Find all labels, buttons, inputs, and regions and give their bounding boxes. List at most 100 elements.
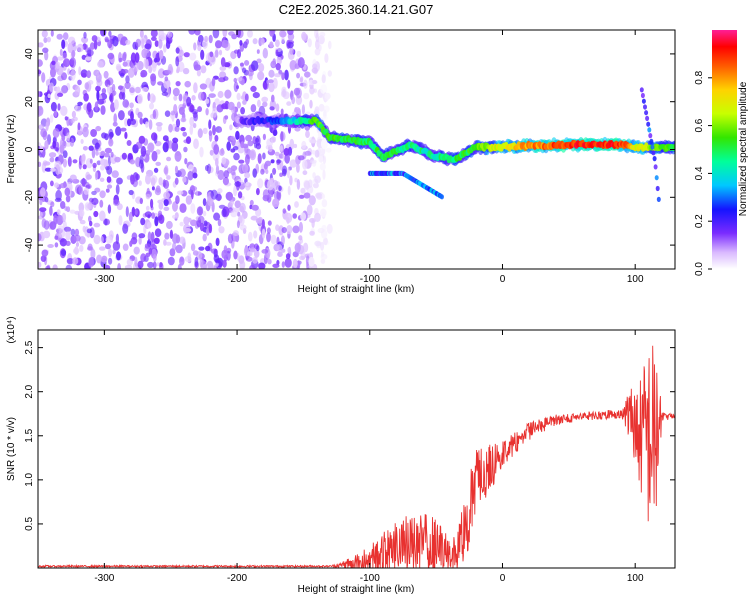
heatmap-cell bbox=[655, 185, 660, 192]
heatmap-cell bbox=[650, 144, 655, 150]
heatmap-cell bbox=[54, 242, 59, 248]
heatmap-cell bbox=[244, 154, 250, 165]
heatmap-cell bbox=[138, 233, 146, 239]
heatmap-cell bbox=[80, 154, 86, 166]
heatmap-cell bbox=[312, 182, 319, 189]
heatmap-cell bbox=[324, 53, 329, 63]
heatmap-cell bbox=[118, 57, 123, 63]
heatmap-cell bbox=[157, 68, 165, 79]
heatmap-cell bbox=[281, 227, 287, 234]
heatmap-cell bbox=[202, 210, 207, 217]
snr-x-tick-label: 100 bbox=[627, 573, 644, 584]
heatmap-cell bbox=[257, 216, 264, 226]
heatmap-cell bbox=[153, 237, 160, 244]
heatmap-cell bbox=[166, 220, 173, 230]
heatmap-cell bbox=[56, 209, 61, 216]
heatmap-cell bbox=[301, 31, 307, 41]
snr-panel: -300 -200 -100 0 100 0.5 1.0 1.5 2.0 2.5 Height … bbox=[6, 316, 676, 595]
heatmap-cell bbox=[275, 49, 279, 57]
heatmap-cell bbox=[221, 39, 229, 49]
heatmap-cell bbox=[50, 30, 54, 37]
heatmap-cell bbox=[118, 91, 124, 100]
heatmap-cell bbox=[55, 61, 61, 69]
heatmap-cell bbox=[192, 122, 197, 129]
heatmap-cell bbox=[277, 251, 283, 257]
heatmap-cell bbox=[119, 39, 123, 45]
heatmap-cell bbox=[163, 191, 171, 200]
heatmap-cell bbox=[208, 223, 213, 234]
heatmap-cell bbox=[144, 43, 152, 50]
heatmap-cell bbox=[150, 73, 157, 82]
heatmap-cell bbox=[49, 114, 54, 123]
heatmap-cell bbox=[67, 36, 76, 45]
spectrogram-noise-layer bbox=[38, 30, 333, 269]
snr-x-axis: -300 -200 -100 0 100 bbox=[94, 330, 644, 584]
heatmap-cell bbox=[189, 124, 194, 135]
heatmap-cell bbox=[217, 169, 225, 181]
heatmap-cell bbox=[224, 115, 229, 120]
heatmap-cell bbox=[246, 69, 254, 77]
heatmap-cell bbox=[77, 79, 82, 86]
heatmap-cell bbox=[170, 110, 176, 116]
heatmap-cell bbox=[198, 34, 204, 43]
heatmap-cell bbox=[322, 116, 328, 121]
heatmap-cell bbox=[275, 103, 280, 112]
heatmap-cell bbox=[113, 99, 119, 110]
heatmap-cell bbox=[151, 36, 157, 41]
heatmap-cell bbox=[138, 236, 142, 245]
heatmap-cell bbox=[164, 76, 169, 82]
heatmap-cell bbox=[303, 180, 310, 190]
heatmap-cell bbox=[163, 79, 171, 89]
heatmap-cell bbox=[208, 119, 212, 130]
heatmap-cell bbox=[286, 167, 290, 179]
heatmap-cell bbox=[86, 49, 94, 57]
heatmap-cell bbox=[152, 261, 157, 269]
heatmap-cell bbox=[218, 226, 225, 234]
heatmap-cell bbox=[652, 156, 657, 162]
heatmap-cell bbox=[233, 66, 239, 75]
heatmap-cell bbox=[67, 156, 72, 167]
heatmap-cell bbox=[305, 130, 310, 138]
heatmap-cell bbox=[282, 91, 290, 100]
heatmap-cell bbox=[77, 122, 81, 131]
heatmap-cell bbox=[298, 194, 305, 199]
heatmap-cell bbox=[182, 176, 187, 183]
heatmap-cell bbox=[163, 44, 167, 53]
heatmap-cell bbox=[249, 264, 256, 269]
heatmap-cell bbox=[96, 90, 100, 101]
heatmap-cell bbox=[193, 82, 198, 94]
heatmap-cell bbox=[161, 91, 169, 97]
heatmap-cell bbox=[287, 79, 291, 89]
heatmap-cell bbox=[258, 262, 266, 269]
heatmap-cell bbox=[316, 193, 323, 200]
heatmap-cell bbox=[135, 38, 142, 48]
heatmap-cell bbox=[311, 149, 316, 155]
heatmap-cell bbox=[187, 252, 192, 261]
heatmap-cell bbox=[174, 125, 180, 132]
heatmap-cell bbox=[314, 48, 321, 56]
heatmap-cell bbox=[127, 118, 132, 127]
heatmap-cell bbox=[113, 113, 117, 124]
heatmap-cell bbox=[244, 172, 251, 179]
heatmap-cell bbox=[199, 146, 204, 158]
heatmap-cell bbox=[233, 81, 239, 93]
heatmap-cell bbox=[204, 35, 209, 43]
heatmap-cell bbox=[212, 124, 216, 136]
heatmap-cell bbox=[318, 155, 324, 163]
heatmap-cell bbox=[309, 99, 313, 109]
heatmap-cell bbox=[285, 212, 293, 223]
heatmap-cell bbox=[190, 219, 197, 227]
heatmap-cell bbox=[266, 227, 271, 234]
heatmap-cell bbox=[163, 199, 169, 207]
heatmap-cell bbox=[125, 206, 129, 218]
heatmap-cell bbox=[66, 132, 71, 142]
heatmap-cell bbox=[175, 195, 180, 205]
heatmap-cell bbox=[130, 174, 135, 185]
heatmap-cell bbox=[285, 253, 291, 260]
heatmap-cell bbox=[60, 249, 67, 256]
heatmap-cell bbox=[198, 91, 204, 101]
heatmap-cell bbox=[221, 249, 228, 259]
heatmap-cell bbox=[49, 205, 53, 216]
heatmap-cell bbox=[100, 165, 105, 171]
heatmap-cell bbox=[107, 39, 113, 49]
